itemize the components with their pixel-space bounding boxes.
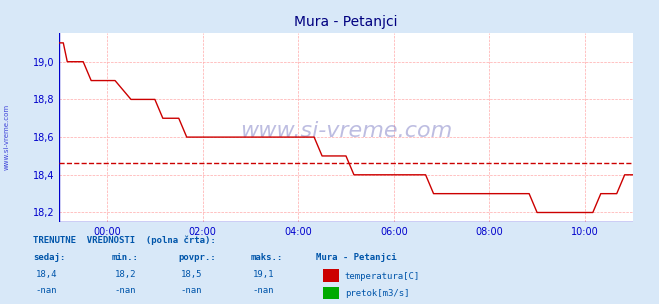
Text: 18,5: 18,5 (181, 270, 202, 279)
Text: povpr.:: povpr.: (178, 253, 215, 262)
Text: sedaj:: sedaj: (33, 253, 65, 262)
Text: maks.:: maks.: (250, 253, 283, 262)
Text: www.si-vreme.com: www.si-vreme.com (3, 104, 10, 170)
Text: min.:: min.: (112, 253, 139, 262)
Text: temperatura[C]: temperatura[C] (345, 272, 420, 281)
Text: 18,4: 18,4 (36, 270, 57, 279)
Text: www.si-vreme.com: www.si-vreme.com (240, 122, 452, 141)
Text: -nan: -nan (181, 286, 202, 295)
Text: 19,1: 19,1 (253, 270, 274, 279)
Text: pretok[m3/s]: pretok[m3/s] (345, 289, 409, 298)
Text: -nan: -nan (36, 286, 57, 295)
Text: -nan: -nan (115, 286, 136, 295)
Text: Mura - Petanjci: Mura - Petanjci (316, 253, 397, 262)
Text: TRENUTNE  VREDNOSTI  (polna črta):: TRENUTNE VREDNOSTI (polna črta): (33, 236, 215, 245)
Text: -nan: -nan (253, 286, 274, 295)
Text: 18,2: 18,2 (115, 270, 136, 279)
Title: Mura - Petanjci: Mura - Petanjci (294, 16, 398, 29)
